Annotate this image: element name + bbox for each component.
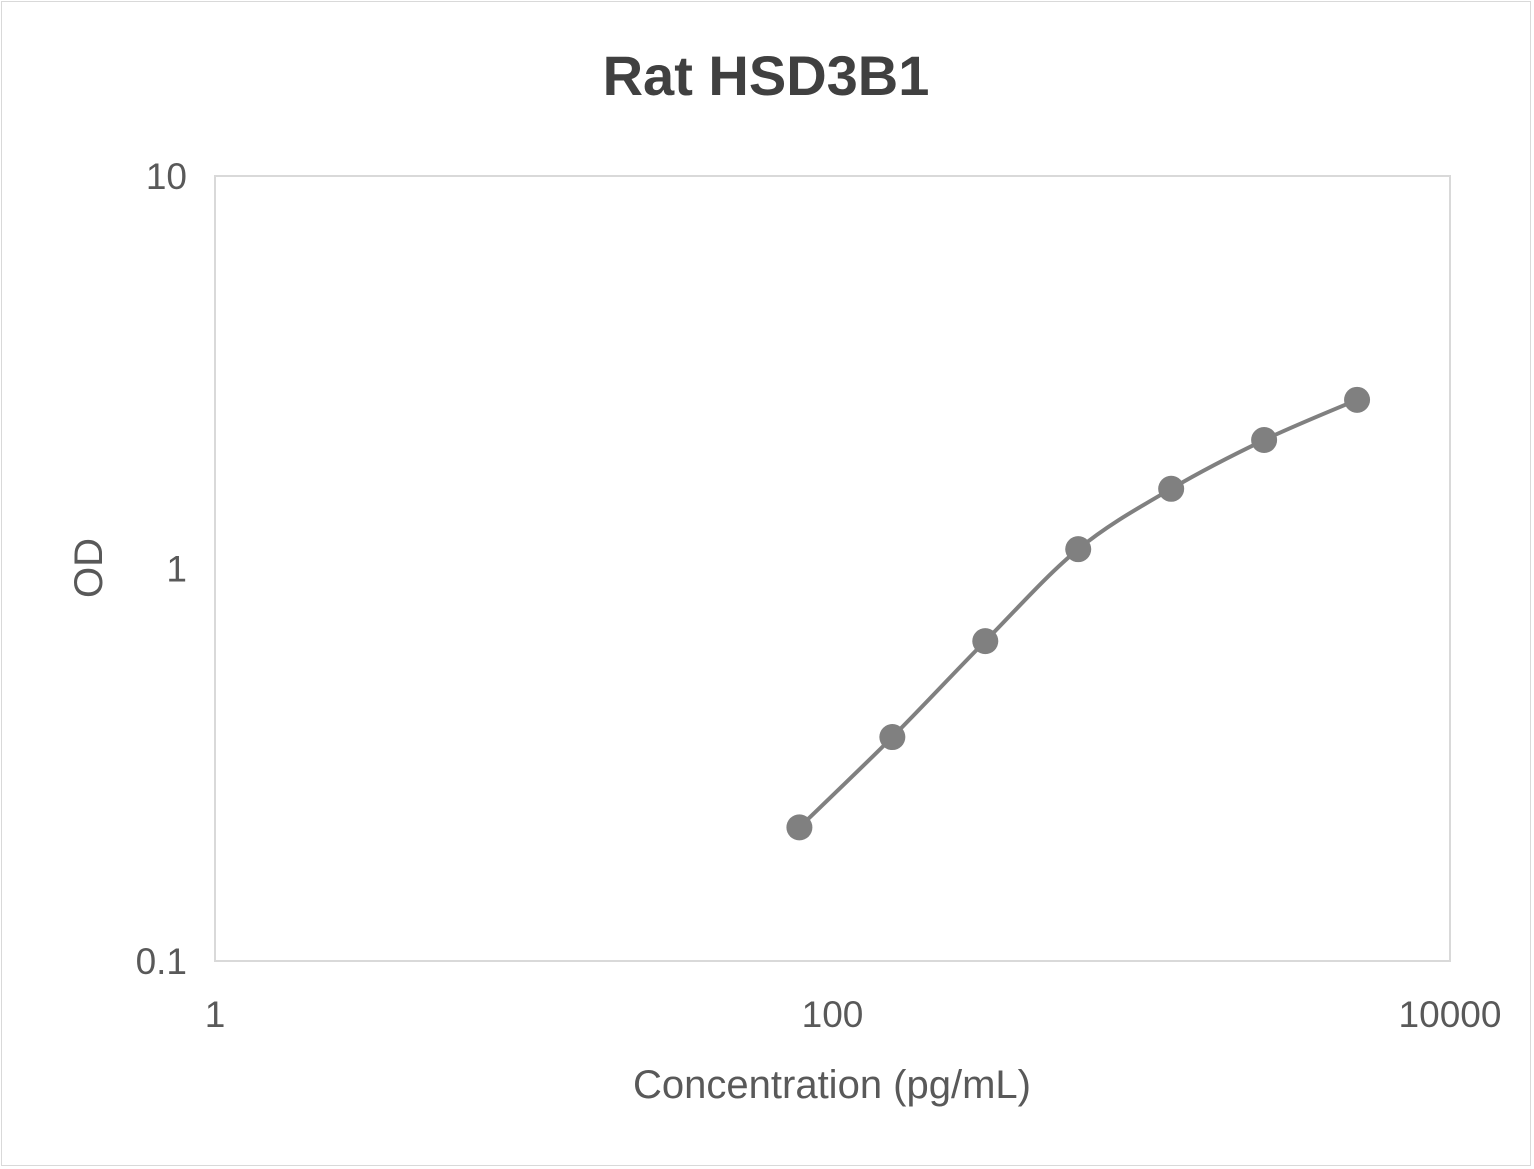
data-point [786,814,813,841]
chart-title: Rat HSD3B1 [603,44,930,107]
series-line [798,397,1358,829]
data-point [1344,386,1371,413]
data-point [1251,427,1278,454]
x-tick-label: 1 [205,994,226,1035]
y-axis-label: OD [67,538,111,598]
data-point [1065,536,1092,563]
y-tick-label: 1 [166,549,187,590]
plot-area [214,175,1451,962]
data-point [879,724,906,751]
data-point [972,628,999,655]
data-point [1158,475,1185,502]
x-tick-label: 100 [802,994,864,1035]
x-axis-label: Concentration (pg/mL) [633,1063,1031,1107]
y-tick-label: 10 [146,156,187,197]
x-tick-label: 10000 [1399,994,1502,1035]
y-tick-label: 0.1 [136,941,187,982]
